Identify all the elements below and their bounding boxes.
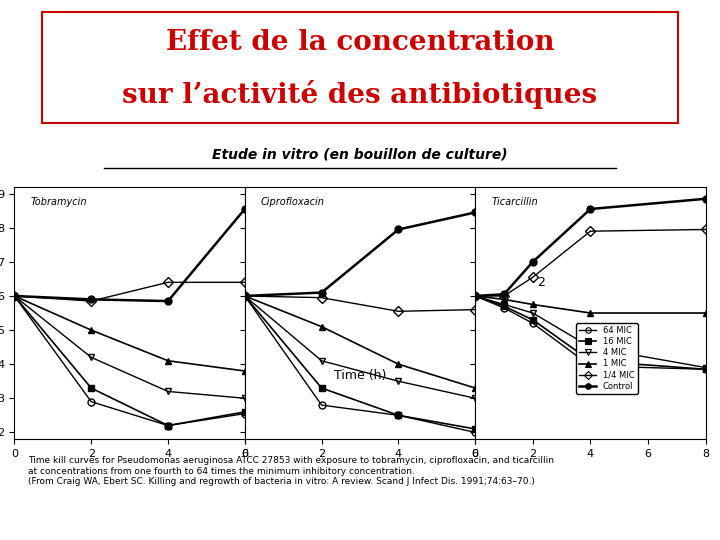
Text: Ciprofloxacin: Ciprofloxacin bbox=[261, 197, 325, 207]
Text: Tobramycin: Tobramycin bbox=[30, 197, 87, 207]
Text: Effet de la concentration: Effet de la concentration bbox=[166, 29, 554, 56]
Text: sur l’activité des antibiotiques: sur l’activité des antibiotiques bbox=[122, 80, 598, 109]
Text: 2: 2 bbox=[537, 276, 545, 289]
Text: Ticarcillin: Ticarcillin bbox=[491, 197, 538, 207]
Text: Time (h): Time (h) bbox=[334, 369, 386, 382]
Text: Time kill curves for Pseudomonas aeruginosa ATCC 27853 with exposure to tobramyc: Time kill curves for Pseudomonas aerugin… bbox=[28, 456, 554, 486]
FancyBboxPatch shape bbox=[42, 11, 678, 123]
Legend: 64 MIC, 16 MIC, 4 MIC, 1 MIC, 1/4 MIC, Control: 64 MIC, 16 MIC, 4 MIC, 1 MIC, 1/4 MIC, C… bbox=[576, 323, 638, 394]
Text: Etude in vitro (en bouillon de culture): Etude in vitro (en bouillon de culture) bbox=[212, 147, 508, 161]
